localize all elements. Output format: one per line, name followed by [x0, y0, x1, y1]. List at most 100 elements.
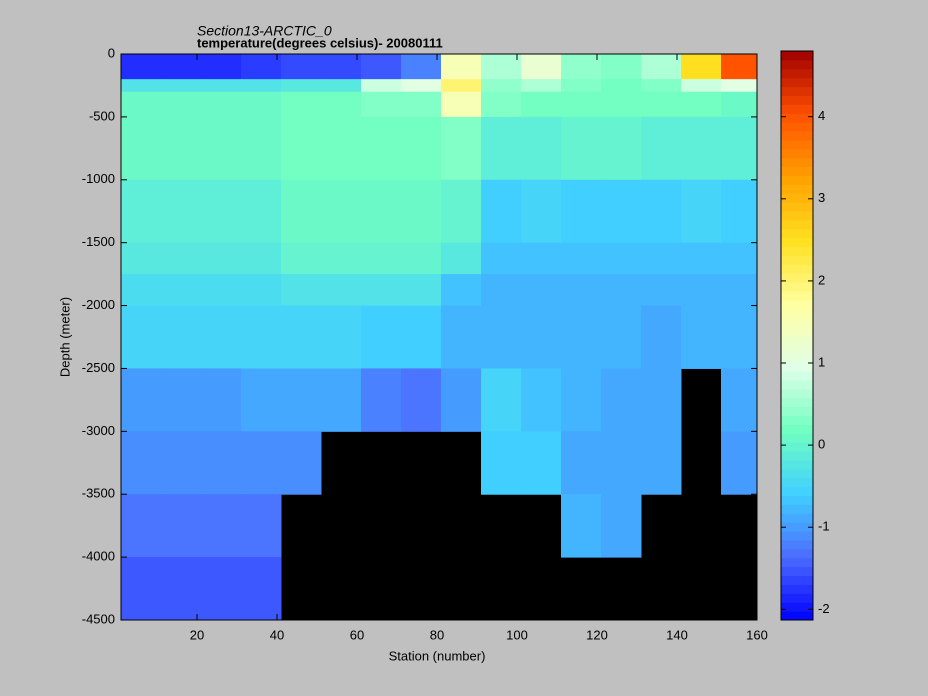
heatmap-cell — [521, 116, 562, 181]
heatmap-cell — [121, 91, 162, 118]
heatmap-cell — [161, 91, 202, 118]
heatmap-cell — [561, 431, 602, 495]
heatmap-cell — [481, 431, 522, 495]
heatmap-cell — [121, 431, 162, 495]
colorbar-step — [781, 77, 813, 88]
colorbar-step — [781, 362, 813, 372]
heatmap-cell — [241, 431, 282, 495]
heatmap-cell — [201, 54, 242, 80]
heatmap-cell — [201, 79, 242, 93]
heatmap-cell — [161, 179, 202, 244]
y-tick-label: -1500 — [82, 234, 115, 249]
colorbar-step — [781, 593, 813, 603]
plot-frame — [120, 53, 758, 621]
heatmap-cell — [561, 116, 602, 181]
heatmap-cell — [241, 242, 282, 275]
x-tick-label: 60 — [350, 627, 364, 642]
y-tick-label: -2500 — [82, 360, 115, 375]
colorbar-step — [781, 148, 813, 159]
colorbar-step — [781, 59, 813, 70]
x-tick-label: 140 — [666, 627, 688, 642]
colorbar-step — [781, 184, 813, 194]
y-tick-label: 0 — [108, 45, 115, 60]
colorbar-step — [781, 228, 813, 239]
heatmap-cell — [161, 431, 202, 495]
heatmap-cell — [641, 274, 682, 307]
heatmap-cell — [721, 274, 758, 307]
colorbar-step — [781, 406, 813, 417]
heatmap-cell — [321, 179, 362, 244]
colorbar-step — [781, 495, 813, 505]
heatmap-cell — [521, 54, 562, 80]
heatmap-cell — [161, 305, 202, 369]
heatmap-cell — [641, 116, 682, 181]
heatmap-cell — [281, 79, 322, 93]
colorbar-step — [781, 157, 813, 168]
heatmap-cell — [281, 54, 322, 80]
y-tick-label: -1000 — [82, 171, 115, 186]
heatmap-cell — [681, 116, 722, 181]
colorbar-step — [781, 611, 813, 621]
heatmap-cell — [281, 242, 322, 275]
colorbar-step — [781, 139, 813, 150]
heatmap-cell — [721, 431, 758, 495]
colorbar-tick-label: 4 — [818, 108, 825, 123]
heatmap-cell — [481, 91, 522, 118]
y-tick-label: -3500 — [82, 486, 115, 501]
heatmap-cell — [201, 274, 242, 307]
heatmap-cell — [361, 242, 402, 275]
heatmap-cell — [241, 557, 282, 621]
heatmap-cell — [481, 54, 522, 80]
y-tick-label: -500 — [89, 108, 115, 123]
colorbar-step — [781, 211, 813, 221]
colorbar-step — [781, 522, 813, 532]
colorbar-step — [781, 273, 813, 283]
heatmap-cell — [361, 368, 402, 432]
heatmap-cell — [441, 305, 482, 369]
heatmap-cell — [241, 305, 282, 369]
heatmap-cell — [401, 242, 442, 275]
colorbar-step — [781, 255, 813, 265]
colorbar-step — [781, 379, 813, 390]
colorbar-step — [781, 308, 813, 319]
colorbar-step — [781, 539, 813, 550]
heatmap-cell — [641, 305, 682, 369]
heatmap-cell — [201, 179, 242, 244]
heatmap-cell — [121, 557, 162, 621]
heatmap-cell — [441, 274, 482, 307]
heatmap-cell — [361, 79, 402, 93]
colorbar-tick-label: 0 — [818, 437, 825, 452]
colorbar-step — [781, 424, 813, 434]
colorbar-step — [781, 51, 813, 61]
heatmap-cell — [441, 54, 482, 80]
colorbar-step — [781, 548, 813, 559]
heatmap-cell — [521, 431, 562, 495]
colorbar-step — [781, 459, 813, 470]
colorbar-step — [781, 504, 813, 514]
colorbar-step — [781, 86, 813, 96]
heatmap-cell — [241, 494, 282, 558]
heatmap-cell — [641, 242, 682, 275]
chart-title: Section13-ARCTIC_0 — [197, 23, 332, 39]
heatmap-cell — [561, 79, 602, 93]
heatmap-cell — [601, 274, 642, 307]
heatmap-cell — [521, 242, 562, 275]
colorbar-step — [781, 397, 813, 408]
heatmap-cell — [481, 305, 522, 369]
heatmap-cell — [121, 179, 162, 244]
heatmap-cell — [241, 179, 282, 244]
heatmap-cell — [281, 116, 322, 181]
heatmap-cell — [401, 116, 442, 181]
heatmap-cell — [441, 91, 482, 118]
x-tick-label: 160 — [746, 627, 768, 642]
x-tick-label: 120 — [586, 627, 608, 642]
heatmap-cell — [161, 79, 202, 93]
heatmap-cell — [561, 305, 602, 369]
heatmap-cell — [521, 79, 562, 93]
colorbar-step — [781, 202, 813, 212]
heatmap-cell — [361, 274, 402, 307]
heatmap-cell — [481, 274, 522, 307]
heatmap-cell — [161, 116, 202, 181]
heatmap-cell — [441, 242, 482, 275]
colorbar-step — [781, 104, 813, 114]
